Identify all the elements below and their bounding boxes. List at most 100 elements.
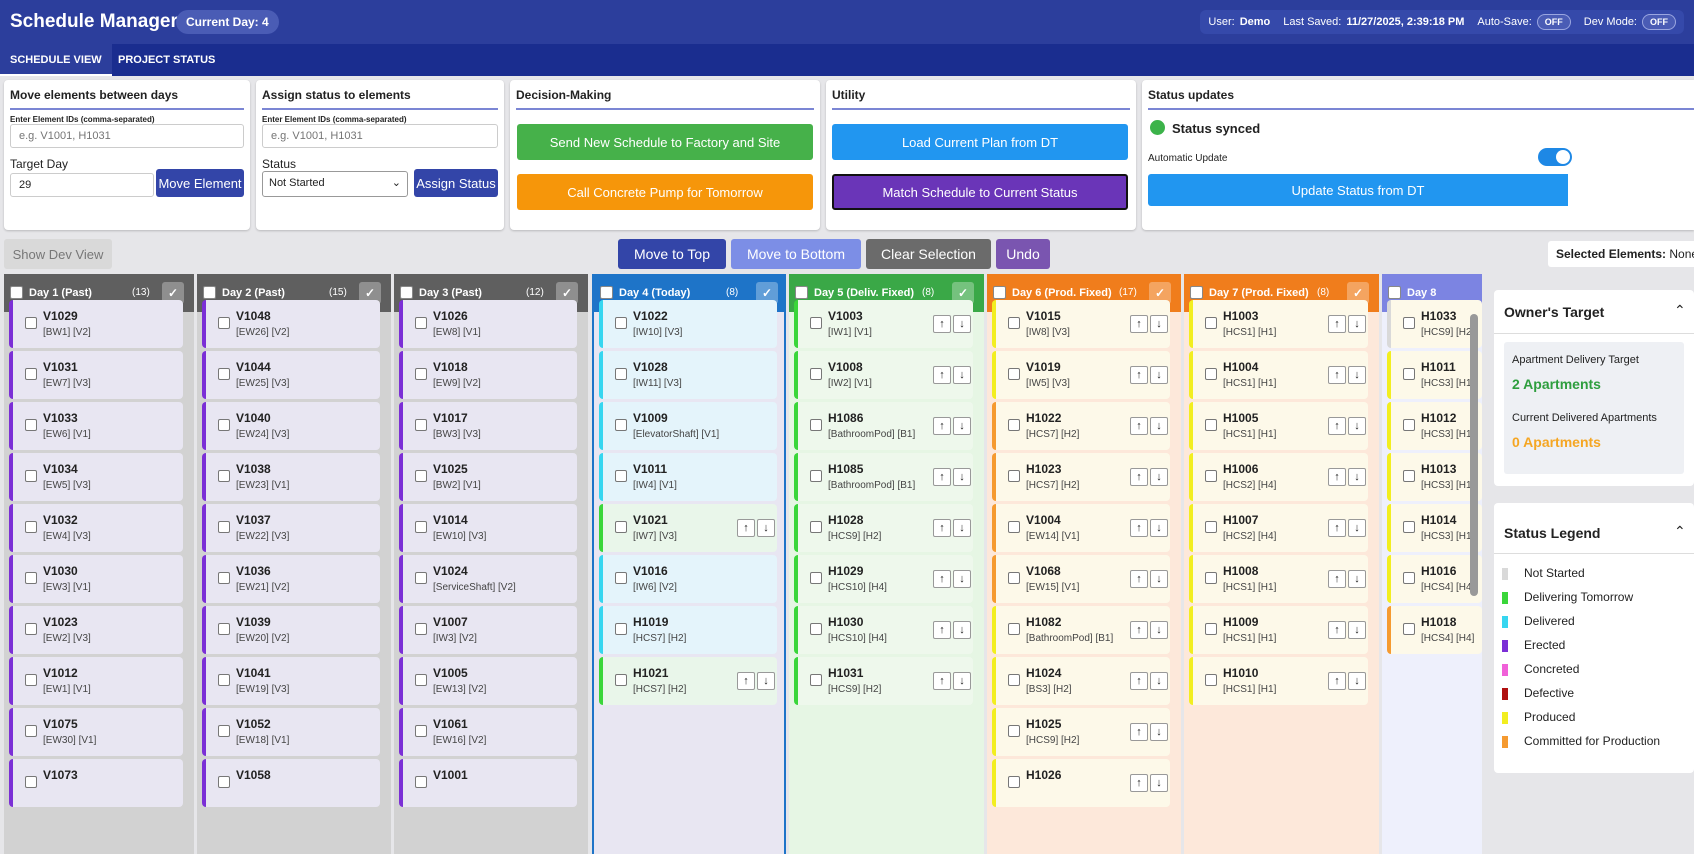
move-up-icon[interactable]: ↑ [933, 366, 951, 384]
move-down-icon[interactable]: ↓ [1150, 621, 1168, 639]
element-checkbox[interactable] [1205, 572, 1217, 584]
element-card[interactable]: V1048 [EW26] [V2] [202, 300, 380, 348]
element-card[interactable]: V1073 [9, 759, 183, 807]
element-checkbox[interactable] [810, 572, 822, 584]
element-checkbox[interactable] [1205, 470, 1217, 482]
element-card[interactable]: H1031 [HCS9] [H2] ↑ ↓ [794, 657, 973, 705]
element-checkbox[interactable] [415, 572, 427, 584]
element-card[interactable]: V1040 [EW24] [V3] [202, 402, 380, 450]
element-checkbox[interactable] [218, 317, 230, 329]
element-checkbox[interactable] [25, 521, 37, 533]
element-card[interactable]: V1005 [EW13] [V2] [399, 657, 577, 705]
element-checkbox[interactable] [1205, 317, 1217, 329]
element-checkbox[interactable] [1403, 623, 1415, 635]
element-checkbox[interactable] [1008, 725, 1020, 737]
column-checkbox[interactable] [1190, 286, 1203, 299]
element-card[interactable]: H1008 [HCS1] [H1] ↑ ↓ [1189, 555, 1368, 603]
element-card[interactable]: H1028 [HCS9] [H2] ↑ ↓ [794, 504, 973, 552]
move-down-icon[interactable]: ↓ [1150, 723, 1168, 741]
chevron-up-icon[interactable]: ⌃ [1674, 523, 1686, 539]
move-up-icon[interactable]: ↑ [933, 621, 951, 639]
element-card[interactable]: V1023 [EW2] [V3] [9, 606, 183, 654]
element-card[interactable]: V1017 [BW3] [V3] [399, 402, 577, 450]
move-to-top-button[interactable]: Move to Top [618, 239, 726, 269]
move-up-icon[interactable]: ↑ [933, 468, 951, 486]
check-all-icon[interactable]: ✓ [1347, 282, 1369, 304]
element-card[interactable]: V1025 [BW2] [V1] [399, 453, 577, 501]
move-down-icon[interactable]: ↓ [953, 366, 971, 384]
element-card[interactable]: V1012 [EW1] [V1] [9, 657, 183, 705]
element-checkbox[interactable] [1008, 776, 1020, 788]
move-up-icon[interactable]: ↑ [1130, 519, 1148, 537]
element-checkbox[interactable] [1205, 419, 1217, 431]
status-select[interactable]: Not Started ⌄ [262, 171, 408, 197]
element-checkbox[interactable] [615, 470, 627, 482]
element-checkbox[interactable] [1205, 368, 1217, 380]
move-down-icon[interactable]: ↓ [1348, 621, 1366, 639]
element-checkbox[interactable] [415, 776, 427, 788]
element-checkbox[interactable] [415, 368, 427, 380]
move-down-icon[interactable]: ↓ [953, 672, 971, 690]
move-up-icon[interactable]: ↑ [1130, 570, 1148, 588]
element-checkbox[interactable] [25, 725, 37, 737]
move-down-icon[interactable]: ↓ [1150, 417, 1168, 435]
element-card[interactable]: H1010 [HCS1] [H1] ↑ ↓ [1189, 657, 1368, 705]
move-up-icon[interactable]: ↑ [1130, 774, 1148, 792]
column-checkbox[interactable] [1388, 286, 1401, 299]
move-down-icon[interactable]: ↓ [1348, 366, 1366, 384]
element-card[interactable]: V1044 [EW25] [V3] [202, 351, 380, 399]
element-checkbox[interactable] [25, 623, 37, 635]
element-card[interactable]: H1003 [HCS1] [H1] ↑ ↓ [1189, 300, 1368, 348]
element-card[interactable]: V1075 [EW30] [V1] [9, 708, 183, 756]
move-up-icon[interactable]: ↑ [1130, 366, 1148, 384]
element-checkbox[interactable] [615, 317, 627, 329]
element-card[interactable]: V1052 [EW18] [V1] [202, 708, 380, 756]
element-checkbox[interactable] [615, 521, 627, 533]
element-checkbox[interactable] [1403, 419, 1415, 431]
show-dev-view-button[interactable]: Show Dev View [4, 239, 112, 269]
update-status-button[interactable]: Update Status from DT [1148, 174, 1568, 206]
move-up-icon[interactable]: ↑ [1328, 468, 1346, 486]
element-checkbox[interactable] [810, 317, 822, 329]
clear-selection-button[interactable]: Clear Selection [866, 239, 991, 269]
element-card[interactable]: V1037 [EW22] [V3] [202, 504, 380, 552]
element-card[interactable]: V1028 [IW11] [V3] [599, 351, 777, 399]
element-checkbox[interactable] [218, 725, 230, 737]
element-checkbox[interactable] [615, 623, 627, 635]
move-down-icon[interactable]: ↓ [1150, 519, 1168, 537]
element-card[interactable]: V1058 [202, 759, 380, 807]
move-down-icon[interactable]: ↓ [1150, 672, 1168, 690]
move-down-icon[interactable]: ↓ [953, 315, 971, 333]
element-checkbox[interactable] [810, 368, 822, 380]
element-checkbox[interactable] [25, 470, 37, 482]
element-checkbox[interactable] [218, 572, 230, 584]
move-up-icon[interactable]: ↑ [933, 672, 951, 690]
column-checkbox[interactable] [600, 286, 613, 299]
element-card[interactable]: H1022 [HCS7] [H2] ↑ ↓ [992, 402, 1170, 450]
element-card[interactable]: V1061 [EW16] [V2] [399, 708, 577, 756]
move-up-icon[interactable]: ↑ [1328, 315, 1346, 333]
move-down-icon[interactable]: ↓ [1150, 468, 1168, 486]
element-checkbox[interactable] [1205, 521, 1217, 533]
load-current-plan-button[interactable]: Load Current Plan from DT [832, 124, 1128, 160]
move-down-icon[interactable]: ↓ [953, 570, 971, 588]
element-checkbox[interactable] [615, 572, 627, 584]
element-card[interactable]: V1024 [ServiceShaft] [V2] [399, 555, 577, 603]
autosave-toggle[interactable]: OFF [1536, 14, 1571, 30]
move-up-icon[interactable]: ↑ [1130, 468, 1148, 486]
element-checkbox[interactable] [810, 419, 822, 431]
check-all-icon[interactable]: ✓ [556, 282, 578, 304]
element-card[interactable]: V1038 [EW23] [V1] [202, 453, 380, 501]
move-down-icon[interactable]: ↓ [757, 672, 775, 690]
move-up-icon[interactable]: ↑ [933, 519, 951, 537]
move-down-icon[interactable]: ↓ [953, 417, 971, 435]
element-card[interactable]: V1036 [EW21] [V2] [202, 555, 380, 603]
element-checkbox[interactable] [810, 674, 822, 686]
element-checkbox[interactable] [810, 521, 822, 533]
check-all-icon[interactable]: ✓ [756, 282, 778, 304]
board-scrollbar[interactable] [1470, 314, 1478, 596]
move-down-icon[interactable]: ↓ [1348, 468, 1366, 486]
element-card[interactable]: V1016 [IW6] [V2] [599, 555, 777, 603]
element-card[interactable]: V1041 [EW19] [V3] [202, 657, 380, 705]
element-checkbox[interactable] [218, 419, 230, 431]
